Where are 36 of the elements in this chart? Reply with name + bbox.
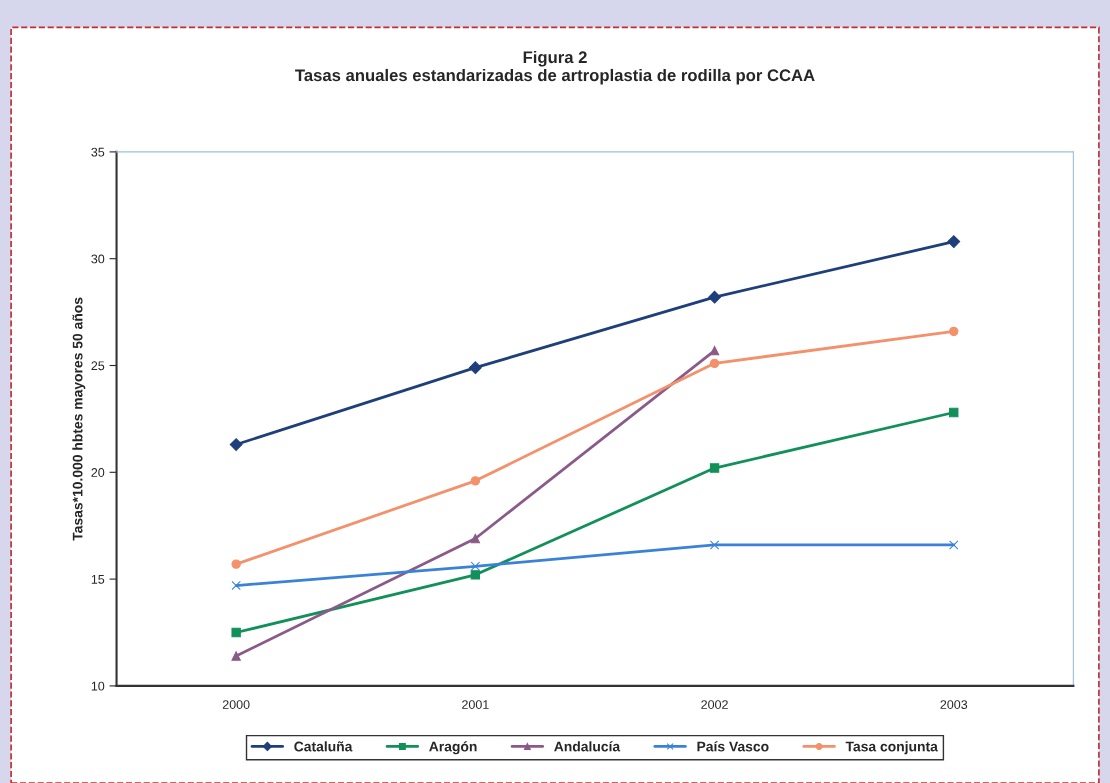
point [231,559,241,569]
x-tick-label: 2002 [701,700,728,709]
legend-label: País Vasco [697,741,769,752]
x-tick-label: 2000 [222,700,250,709]
y-tick-label: 35 [91,147,105,157]
point [470,533,481,544]
point [709,358,720,369]
y-tick-label: 10 [91,681,105,691]
point [470,570,481,580]
y-tick-label: 25 [91,361,105,371]
point [468,361,482,375]
point [709,463,720,473]
chart-title: Figura 2 Tasas anuales estandarizadas de artroplastia de rodilla por CCAA [295,50,815,85]
legend-label: Cataluña [294,741,353,752]
point [709,345,720,356]
point [709,540,720,550]
point [229,438,243,451]
y-tick-label: 20 [91,468,105,477]
point [470,561,481,571]
point [231,651,241,661]
point [708,290,721,304]
y-tick-label: 15 [91,575,105,584]
point [949,407,959,418]
point [231,627,241,638]
x-tick-label: 2003 [940,700,968,709]
point [947,235,961,249]
point [231,580,241,591]
point [949,540,959,550]
point [470,476,481,486]
y-axis-title: Tasas*10.000 hbtes mayores 50 años [72,297,86,541]
legend-label: Aragón [429,741,477,755]
point [949,326,959,337]
x-tick-label: 2001 [462,700,489,709]
legend-label: Tasa conjunta [845,741,938,755]
legend-label: Andalucía [554,741,621,752]
y-tick-label: 30 [91,254,105,264]
